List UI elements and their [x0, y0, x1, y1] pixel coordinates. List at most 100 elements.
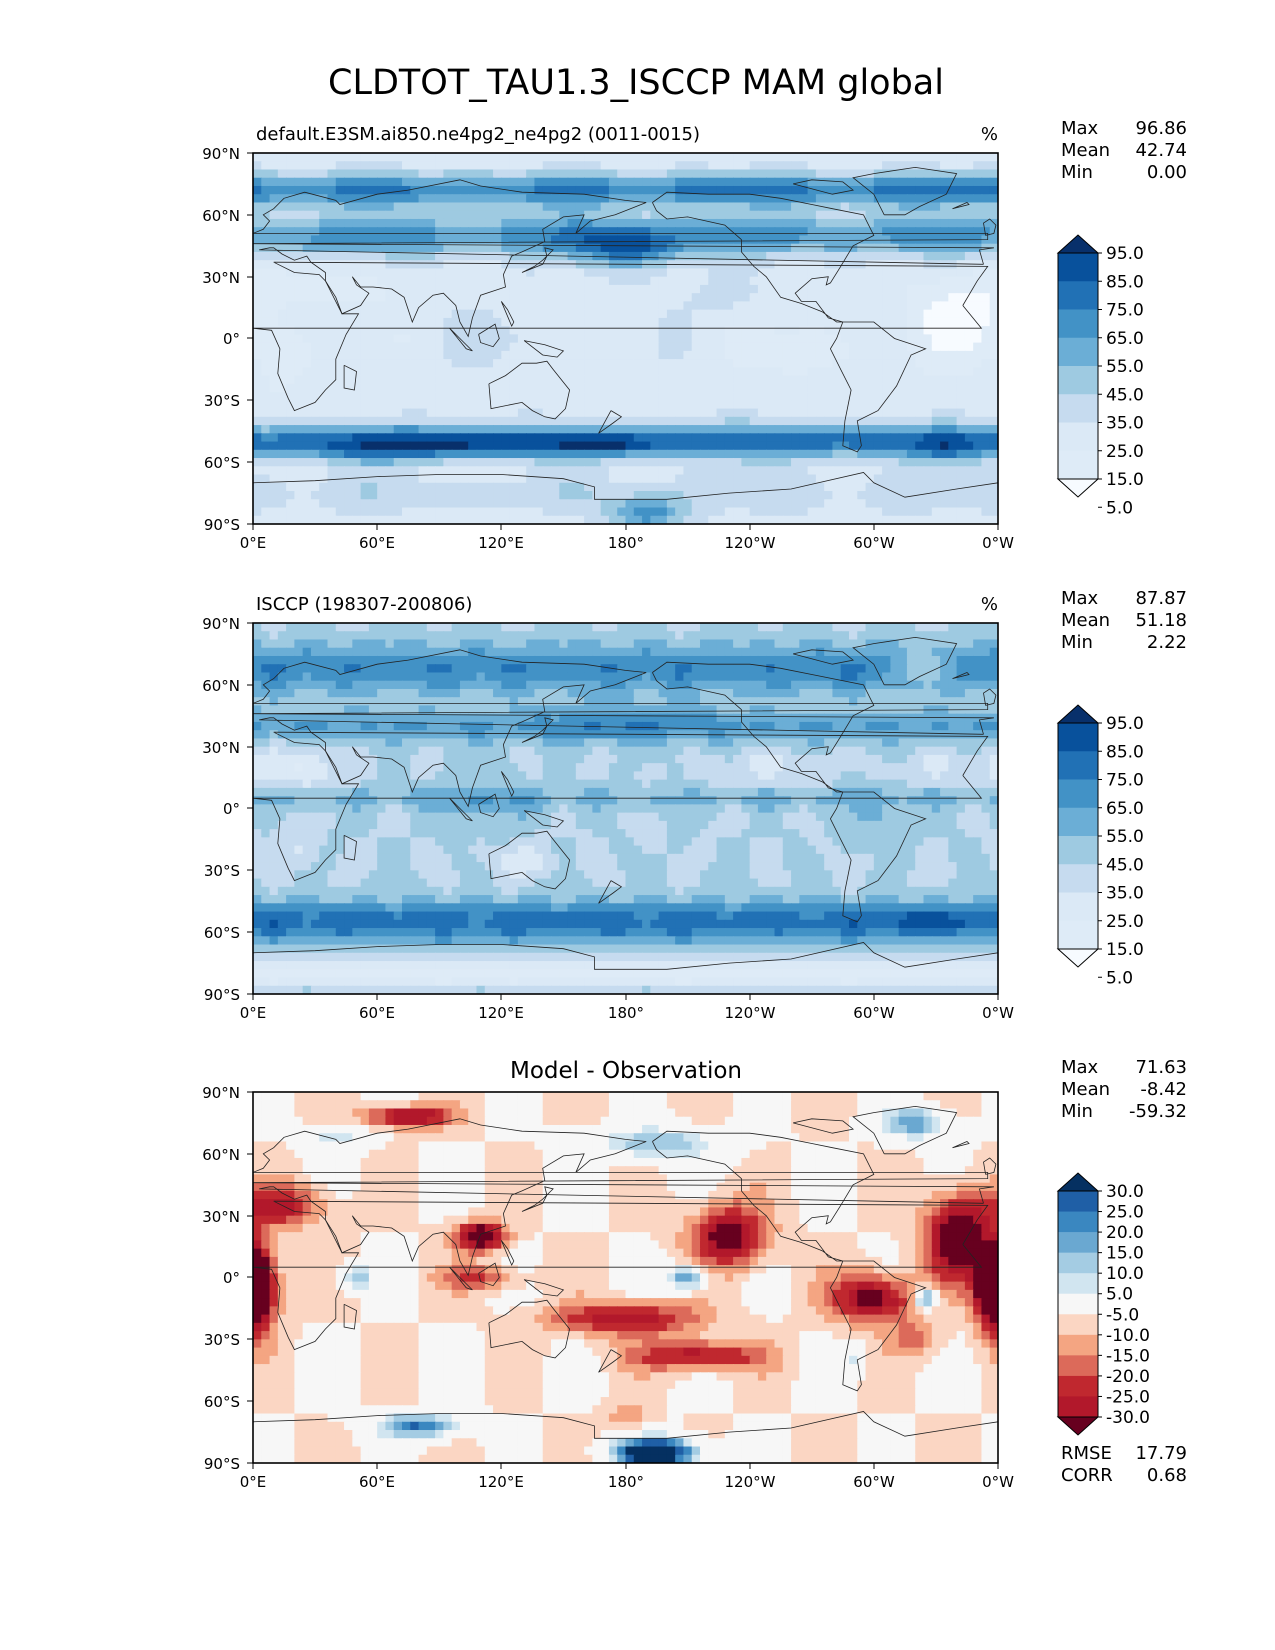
field-cell	[757, 350, 768, 360]
field-cell	[791, 169, 801, 179]
field-cell	[716, 334, 726, 344]
field-cell	[931, 449, 941, 459]
field-cell	[940, 342, 950, 352]
field-cell	[865, 408, 875, 418]
field-cell	[741, 317, 751, 327]
field-cell	[534, 664, 544, 674]
field-cell	[393, 210, 403, 220]
field-cell	[666, 194, 676, 204]
field-cell	[559, 177, 569, 187]
field-cell	[459, 383, 470, 393]
field-cell	[757, 400, 768, 410]
field-cell	[733, 639, 743, 649]
field-cell	[799, 482, 809, 492]
field-cell	[385, 185, 395, 196]
field-cell	[708, 268, 718, 278]
field-cell	[509, 655, 519, 666]
field-cell	[526, 326, 536, 336]
field-cell	[683, 194, 693, 204]
field-cell	[476, 153, 486, 163]
field-cell	[683, 177, 693, 187]
field-cell	[882, 350, 892, 360]
field-cell	[584, 169, 594, 179]
field-cell	[741, 177, 751, 187]
field-cell	[393, 169, 403, 179]
field-cell	[501, 276, 511, 286]
field-cell	[352, 342, 362, 352]
field-cell	[923, 458, 933, 468]
field-cell	[675, 482, 685, 492]
field-cell	[749, 441, 759, 451]
field-cell	[774, 425, 784, 435]
field-cell	[716, 367, 726, 377]
field-cell	[940, 672, 950, 682]
field-cell	[542, 210, 552, 220]
field-cell	[310, 210, 321, 220]
field-cell	[509, 664, 519, 674]
field-cell	[791, 482, 801, 492]
field-cell	[253, 392, 263, 402]
field-cell	[286, 342, 296, 352]
field-cell	[551, 433, 561, 443]
field-cell	[923, 161, 933, 171]
field-cell	[426, 202, 436, 212]
field-cell	[956, 647, 966, 657]
field-cell	[526, 317, 536, 327]
field-cell	[509, 342, 519, 352]
field-cell	[906, 408, 917, 418]
field-cell	[344, 688, 354, 698]
field-cell	[517, 326, 527, 336]
field-cell	[700, 647, 710, 657]
field-cell	[650, 664, 660, 674]
field-cell	[302, 433, 312, 443]
field-cell	[584, 284, 594, 294]
field-cell	[832, 342, 842, 352]
field-cell	[799, 161, 809, 171]
field-cell	[617, 227, 627, 237]
field-cell	[625, 400, 635, 410]
field-cell	[782, 276, 792, 286]
field-cell	[766, 400, 776, 410]
field-cell	[393, 441, 403, 451]
field-cell	[402, 350, 412, 360]
field-cell	[534, 416, 544, 426]
field-cell	[832, 655, 842, 666]
field-cell	[294, 342, 304, 352]
field-cell	[815, 425, 825, 435]
field-cell	[584, 202, 594, 212]
field-cell	[327, 293, 337, 303]
field-cell	[757, 169, 768, 179]
field-cell	[749, 655, 759, 666]
field-cell	[344, 672, 354, 682]
field-cell	[832, 400, 842, 410]
field-cell	[749, 185, 759, 196]
field-cell	[269, 202, 279, 212]
field-cell	[368, 375, 378, 385]
field-cell	[493, 474, 503, 484]
field-cell	[484, 655, 494, 666]
field-cell	[691, 359, 701, 369]
field-cell	[584, 334, 594, 344]
field-cell	[410, 284, 420, 294]
field-cell	[352, 623, 362, 633]
field-cell	[625, 276, 635, 286]
field-cell	[906, 309, 917, 319]
field-cell	[269, 515, 279, 524]
coastline-segment	[253, 472, 998, 500]
field-cell	[857, 416, 867, 426]
field-cell	[940, 688, 950, 698]
field-cell	[435, 449, 445, 459]
field-cell	[857, 218, 867, 228]
field-cell	[476, 688, 486, 698]
field-cell	[319, 359, 329, 369]
field-cell	[815, 392, 825, 402]
field-cell	[898, 251, 908, 261]
field-cell	[940, 425, 950, 435]
field-cell	[642, 664, 652, 674]
field-cell	[617, 235, 627, 245]
field-cell	[319, 293, 329, 303]
field-cell	[757, 623, 768, 633]
field-cell	[493, 153, 503, 163]
field-cell	[534, 317, 544, 327]
field-cell	[898, 466, 908, 476]
